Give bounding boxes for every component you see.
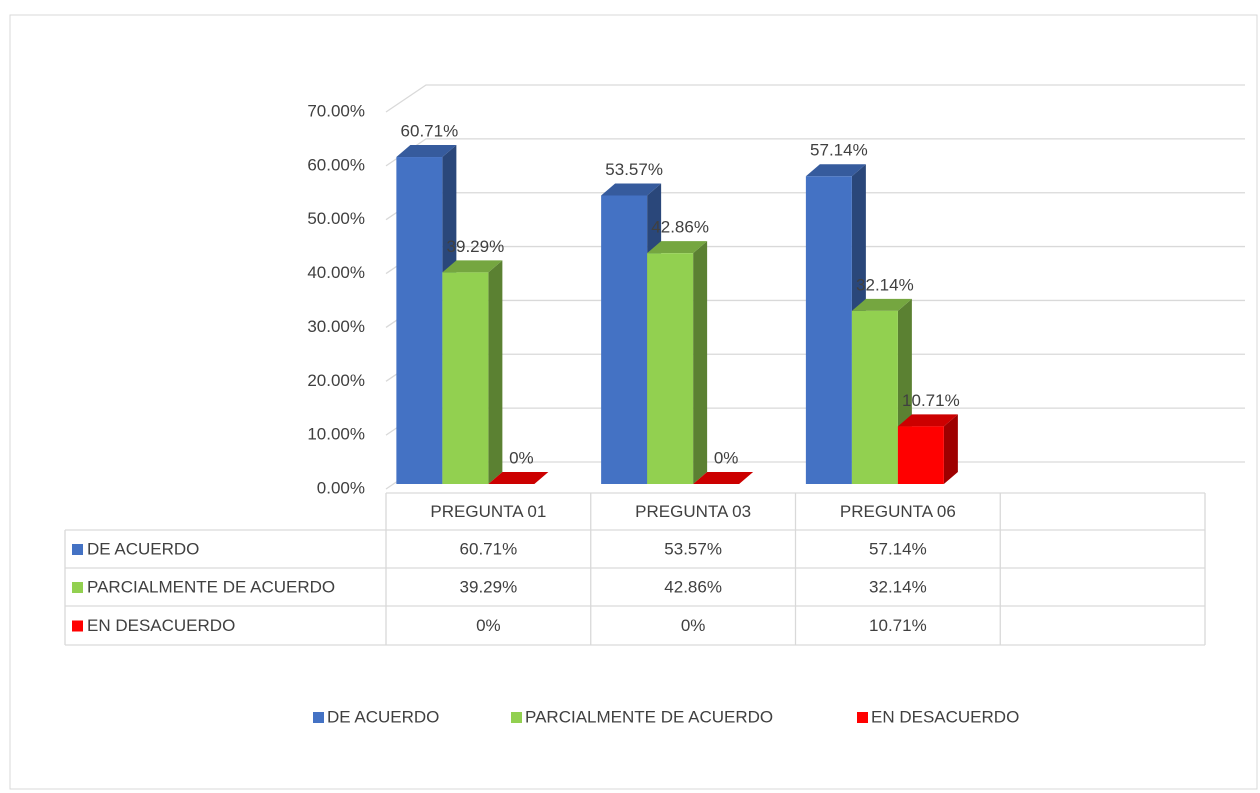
y-tick-label: 0.00% <box>317 478 365 497</box>
table-header: PREGUNTA 01 <box>430 502 546 521</box>
bar <box>647 253 694 484</box>
y-tick-label: 60.00% <box>307 155 365 174</box>
table-row-label: DE ACUERDO <box>87 539 199 558</box>
bar-top <box>442 260 503 273</box>
bar-side <box>488 260 503 484</box>
y-tick-label: 20.00% <box>307 371 365 390</box>
bar <box>897 426 944 484</box>
table-legend-key <box>72 620 83 632</box>
table-cell: 32.14% <box>869 577 927 596</box>
bar-side <box>943 414 958 484</box>
bar <box>851 310 898 484</box>
table-legend-key <box>72 544 83 555</box>
table-header: PREGUNTA 03 <box>635 502 751 521</box>
bar <box>442 272 489 484</box>
legend-label: DE ACUERDO <box>327 707 439 726</box>
legend-label: EN DESACUERDO <box>871 707 1019 726</box>
data-label: 39.29% <box>447 237 505 256</box>
y-tick-label: 40.00% <box>307 263 365 282</box>
y-tick-label: 10.00% <box>307 425 365 444</box>
bar-top <box>488 472 549 484</box>
table-row-label: PARCIALMENTE DE ACUERDO <box>87 577 335 596</box>
table-row-label: EN DESACUERDO <box>87 616 235 635</box>
table-cell: 0% <box>476 616 501 635</box>
y-tick-label: 30.00% <box>307 317 365 336</box>
table-cell: 42.86% <box>664 577 722 596</box>
table-cell: 0% <box>681 616 706 635</box>
table-cell: 57.14% <box>869 539 927 558</box>
legend-label: PARCIALMENTE DE ACUERDO <box>525 707 773 726</box>
table-header: PREGUNTA 06 <box>840 502 956 521</box>
y-tick-label: 50.00% <box>307 209 365 228</box>
bar-top <box>693 472 754 484</box>
table-cell: 10.71% <box>869 616 927 635</box>
bar-side <box>693 241 708 484</box>
data-label: 10.71% <box>902 391 960 410</box>
legend-key <box>857 712 868 723</box>
data-label: 0% <box>509 448 534 467</box>
legend-key <box>313 712 324 723</box>
table-cell: 39.29% <box>460 577 518 596</box>
data-label: 57.14% <box>810 141 868 160</box>
bar <box>396 157 443 485</box>
bar-top <box>396 145 457 158</box>
bar <box>805 176 852 484</box>
data-label: 53.57% <box>605 160 663 179</box>
bar-top <box>851 298 912 311</box>
data-label: 0% <box>714 448 739 467</box>
bar-top <box>805 164 866 177</box>
bar-top <box>897 414 958 427</box>
y-tick-label: 70.00% <box>307 101 365 120</box>
grid-line <box>385 84 1245 113</box>
data-label: 42.86% <box>651 218 709 237</box>
data-label: 32.14% <box>856 275 914 294</box>
data-label: 60.71% <box>401 122 459 141</box>
table-legend-key <box>72 582 83 593</box>
legend-key <box>511 712 522 723</box>
table-cell: 53.57% <box>664 539 722 558</box>
table-cell: 60.71% <box>460 539 518 558</box>
bar-top <box>601 183 662 196</box>
bar <box>601 195 648 484</box>
bar-top <box>647 241 708 254</box>
